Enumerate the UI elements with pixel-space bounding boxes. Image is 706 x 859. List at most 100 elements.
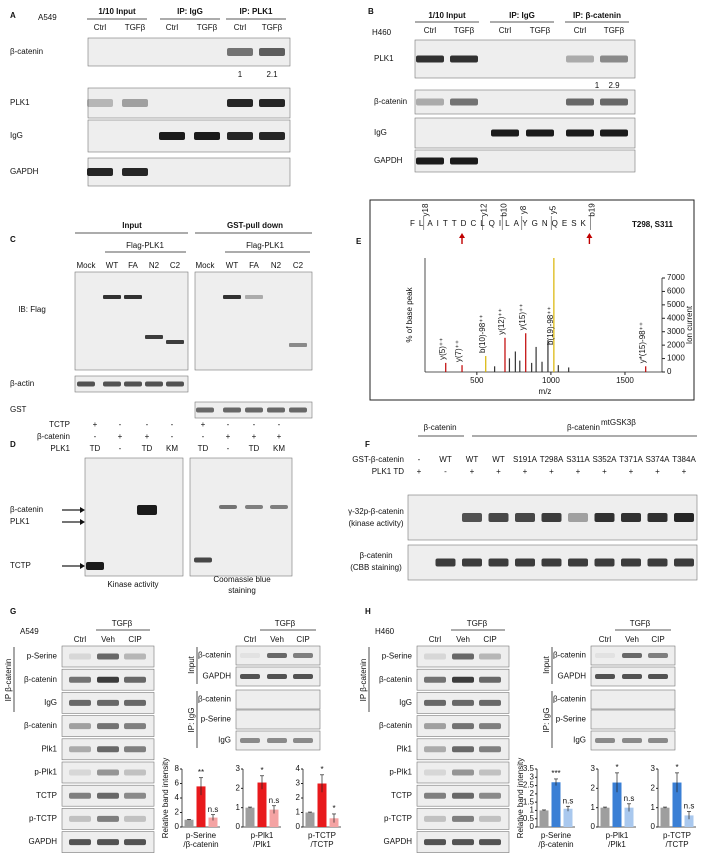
x-axis-label: p-Plk1 bbox=[606, 831, 629, 840]
probe-label: IB: Flag bbox=[18, 305, 46, 314]
bar bbox=[269, 809, 279, 827]
lane-label: S374A bbox=[645, 455, 670, 464]
lane-label: C2 bbox=[293, 261, 304, 270]
x-tick-label: 500 bbox=[470, 376, 484, 385]
significance: * bbox=[675, 763, 678, 772]
y-tick-label: 3 bbox=[236, 764, 241, 773]
x-axis-label: p-Serine bbox=[541, 831, 572, 840]
condition-sign: KM bbox=[273, 444, 285, 453]
row-label: β-catenin bbox=[374, 97, 407, 106]
row-label: IgG bbox=[399, 698, 412, 707]
blot bbox=[590, 730, 676, 751]
band bbox=[452, 653, 474, 660]
band bbox=[159, 132, 185, 140]
blot bbox=[87, 157, 291, 187]
y-tick-label: 8 bbox=[175, 764, 180, 773]
x-tick-label: 1000 bbox=[542, 376, 560, 385]
row-label: p-Plk1 bbox=[34, 768, 57, 777]
band bbox=[219, 505, 237, 509]
lane-label: WT bbox=[492, 455, 505, 464]
group-header: IP: IgG bbox=[177, 7, 203, 16]
row-label: TCTP bbox=[391, 791, 412, 800]
y-tick-label: 3.5 bbox=[523, 764, 535, 773]
band bbox=[69, 839, 91, 846]
lane-label: TGFβ bbox=[262, 23, 283, 32]
condition-sign: + bbox=[201, 420, 206, 429]
lane-label: Ctrl bbox=[499, 26, 512, 35]
row-label: GAPDH bbox=[10, 167, 39, 176]
condition-label: PLK1 bbox=[50, 444, 70, 453]
row-label: PLK1 bbox=[374, 54, 394, 63]
condition-sign: KM bbox=[166, 444, 178, 453]
lane-label: CIP bbox=[651, 635, 664, 644]
lane-label: T298A bbox=[540, 455, 564, 464]
band bbox=[515, 558, 535, 567]
lane-label: T371A bbox=[619, 455, 643, 464]
lane-label: Veh bbox=[270, 635, 284, 644]
y-tick-label: 2 bbox=[236, 783, 241, 792]
band bbox=[594, 558, 615, 567]
row-label: GST-β-catenin bbox=[352, 455, 404, 464]
band bbox=[293, 738, 313, 743]
band bbox=[541, 513, 562, 522]
row-label: β-catenin bbox=[24, 675, 57, 684]
row-label: β-catenin bbox=[198, 651, 231, 660]
band bbox=[97, 815, 119, 822]
band bbox=[416, 98, 444, 106]
band bbox=[69, 653, 91, 660]
band bbox=[124, 839, 146, 846]
y-tick-label: 2 bbox=[175, 808, 180, 817]
x-axis-label: m/z bbox=[539, 387, 552, 396]
arrow-head bbox=[80, 563, 85, 569]
lane-label: CIP bbox=[483, 635, 496, 644]
row-label: p-TCTP bbox=[384, 814, 412, 823]
peak-label: y(7)⁺⁺ bbox=[454, 340, 463, 362]
lane-label: C2 bbox=[170, 261, 181, 270]
y2-tick-label: 0 bbox=[667, 367, 672, 376]
band bbox=[488, 513, 509, 522]
x-axis-label: p-TCTP bbox=[663, 831, 691, 840]
bar bbox=[305, 812, 315, 827]
band bbox=[526, 129, 554, 137]
band bbox=[87, 168, 113, 176]
lane-label: CIP bbox=[296, 635, 309, 644]
row-label: Plk1 bbox=[41, 744, 57, 753]
band bbox=[69, 746, 91, 753]
quantification: 2.1 bbox=[266, 70, 278, 79]
band bbox=[267, 674, 287, 679]
row-label: β-catenin bbox=[379, 675, 412, 684]
panel-letter: B bbox=[368, 7, 374, 16]
bar bbox=[184, 819, 194, 827]
lane-sign: - bbox=[444, 467, 447, 476]
lane-sign: + bbox=[682, 467, 687, 476]
band bbox=[491, 129, 519, 137]
band bbox=[488, 558, 509, 567]
row-label: β-catenin bbox=[553, 695, 586, 704]
arrow-head bbox=[80, 507, 85, 513]
row-label: TCTP bbox=[36, 791, 57, 800]
lane-label: WT bbox=[466, 455, 479, 464]
band bbox=[452, 815, 474, 822]
condition-sign: - bbox=[171, 432, 174, 441]
condition-sign: - bbox=[94, 432, 97, 441]
group-header: GST-pull down bbox=[227, 221, 283, 230]
blot bbox=[590, 689, 676, 710]
band bbox=[622, 674, 642, 679]
band bbox=[69, 769, 91, 776]
significance: * bbox=[320, 765, 323, 774]
band bbox=[289, 343, 307, 347]
condition-sign: - bbox=[202, 432, 205, 441]
band bbox=[515, 513, 535, 522]
band bbox=[479, 792, 501, 799]
band bbox=[452, 746, 474, 753]
band bbox=[452, 839, 474, 846]
fragment-ion: b10 bbox=[499, 203, 508, 217]
row-label: p-Plk1 bbox=[389, 768, 412, 777]
band bbox=[479, 723, 501, 730]
band bbox=[674, 513, 694, 522]
lane-sign: + bbox=[417, 467, 422, 476]
group-header: IP: PLK1 bbox=[240, 7, 273, 16]
band bbox=[621, 513, 641, 522]
blot bbox=[590, 709, 676, 730]
